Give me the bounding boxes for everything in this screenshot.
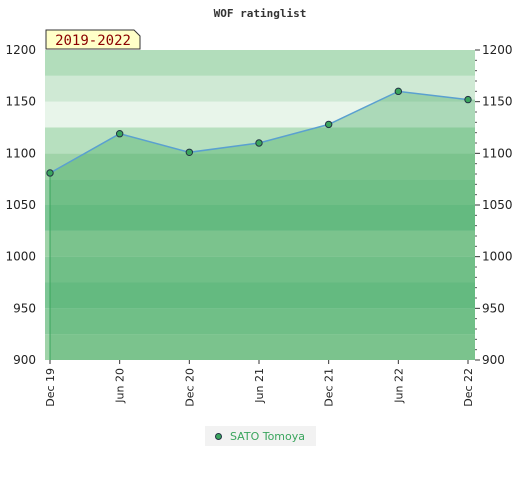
- axes: 900 900 950 950 1000 1000 1050 1050 1100 1100 1150…: [5, 43, 512, 407]
- data-point-0: [46, 169, 54, 177]
- y-tick-label-right: 1150: [482, 95, 513, 109]
- data-point-6: [464, 95, 472, 104]
- legend: SATO Tomoya: [205, 426, 316, 446]
- y-tick-label-left: 1100: [5, 146, 36, 160]
- x-tick-label: Dec 19: [44, 368, 57, 407]
- band-3: [45, 256, 475, 283]
- y-tick-label-right: 900: [482, 353, 505, 367]
- y-tick-label-right: 1200: [482, 43, 513, 57]
- band-7: [45, 153, 475, 180]
- data-point-1: [115, 130, 124, 138]
- band-6: [45, 179, 475, 205]
- y-tick-label-right: 1050: [482, 198, 513, 212]
- badge-label: 2019-2022: [55, 33, 131, 49]
- band-2: [45, 282, 475, 309]
- y-tick-label-left: 1050: [5, 198, 36, 212]
- y-tick-label-right: 1000: [482, 250, 513, 264]
- band-11: [45, 50, 475, 76]
- x-tick-label: Dec 20: [183, 368, 196, 407]
- band-5: [45, 205, 475, 231]
- band-4: [45, 230, 475, 257]
- y-tick-label-left: 950: [13, 301, 36, 315]
- y-tick-label-left: 1150: [5, 95, 36, 109]
- x-tick-label: Jun 20: [114, 368, 127, 404]
- y-tick-label-right: 950: [482, 301, 505, 315]
- chart-title: WOF ratinglist: [214, 7, 307, 20]
- band-0: [45, 334, 475, 360]
- y-tick-label-left: 1000: [5, 250, 36, 264]
- data-point-5: [394, 87, 403, 96]
- band-9: [45, 101, 475, 128]
- x-tick-label: Jun 22: [392, 368, 405, 404]
- y-tick-label-right: 1100: [482, 146, 513, 160]
- y-tick-label-left: 1200: [5, 43, 36, 57]
- area-fill: [50, 91, 475, 360]
- data-points: [46, 87, 472, 177]
- background-bands: [45, 50, 475, 360]
- y-tick-label-left: 900: [13, 353, 36, 367]
- data-point-4: [324, 120, 333, 129]
- x-tick-label: Jun 21: [253, 368, 266, 404]
- data-point-3: [255, 139, 263, 147]
- band-1: [45, 308, 475, 335]
- period-badge: 2019-2022: [45, 29, 141, 50]
- badge-box: [45, 29, 141, 50]
- data-point-2: [185, 148, 194, 157]
- rating-area: [49, 91, 475, 360]
- x-tick-label: Dec 22: [462, 368, 475, 407]
- band-10: [45, 75, 475, 102]
- legend-marker: [215, 432, 222, 440]
- legend-label: SATO Tomoya: [230, 429, 306, 443]
- x-tick-label: Dec 21: [323, 368, 336, 407]
